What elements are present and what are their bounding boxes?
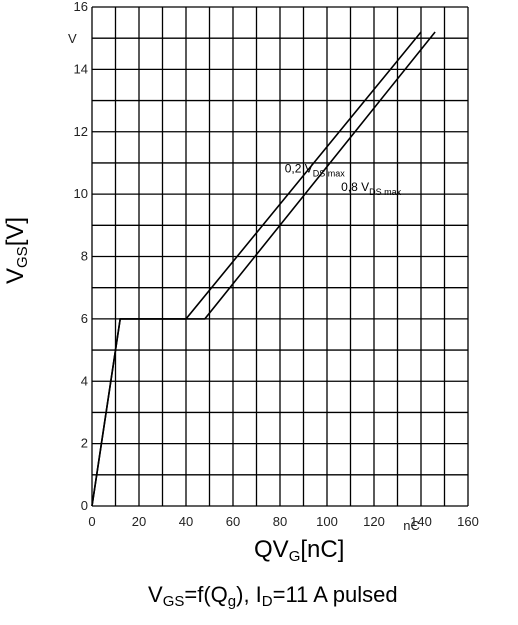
x-tick-label: 20 [132, 514, 146, 529]
chart-caption: VGS=f(Qg), ID=11 A pulsed [148, 582, 398, 610]
x-tick-label: 100 [316, 514, 338, 529]
y-tick-label: 12 [74, 124, 88, 139]
series-labels: 0,2 VDS max 0,8 VDS max [285, 161, 402, 197]
x-tick-label: 40 [179, 514, 193, 529]
y-tick-label: 8 [81, 249, 88, 264]
y-axis-title: VGS[V] [2, 216, 31, 284]
x-tick-label: 80 [273, 514, 287, 529]
x-tick-label: 120 [363, 514, 385, 529]
y-tick-label: 0 [81, 498, 88, 513]
series-label-1: 0,2 VDS max [285, 161, 346, 178]
x-tick-label: 160 [457, 514, 479, 529]
x-unit-label: nC [403, 518, 420, 533]
y-tick-label: 6 [81, 311, 88, 326]
series-label-2: 0,8 VDS max [341, 180, 402, 197]
curves [91, 31, 436, 507]
x-axis-title: QVG[nC] [254, 536, 345, 565]
series-line-2 [91, 31, 436, 507]
y-tick-label: 16 [74, 0, 88, 14]
x-tick-label: 60 [226, 514, 240, 529]
tick-labels: 0 20 40 60 80 100 120 140 160 0 2 4 6 8 10 12 14 16 [74, 0, 479, 529]
y-unit-label: V [68, 31, 77, 46]
y-tick-label: 14 [74, 61, 88, 76]
x-tick-label: 0 [88, 514, 95, 529]
x-tick-label: 140 [410, 514, 432, 529]
plot-grid [91, 6, 469, 507]
y-tick-label: 10 [74, 186, 88, 201]
y-tick-label: 4 [81, 373, 88, 388]
y-tick-label: 2 [81, 436, 88, 451]
